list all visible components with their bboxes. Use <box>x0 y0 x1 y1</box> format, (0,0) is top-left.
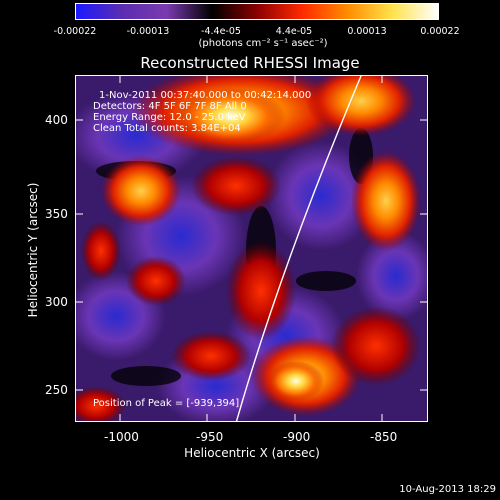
clean-counts-label: Clean Total counts: 3.84E+04 <box>93 123 241 134</box>
timestamp: 10-Aug-2013 18:29 <box>399 484 496 495</box>
colorbar-tick: -4.4e-05 <box>201 26 241 37</box>
colorbar-tick: 0.00022 <box>420 26 460 37</box>
colorbar-tick: -0.00022 <box>53 26 97 37</box>
colorbar-tick: 0.00013 <box>347 26 387 37</box>
x-tick-label: -1000 <box>104 430 139 444</box>
energy-range-label: Energy Range: 12.0 - 25.0 keV <box>93 112 246 123</box>
y-tick-label: 400 <box>45 113 68 127</box>
time-range-label: 1-Nov-2011 00:37:40.000 to 00:42:14.000 <box>99 90 312 101</box>
x-tick-label: -950 <box>196 430 224 444</box>
solar-limb-line <box>235 76 362 421</box>
y-tick-label: 350 <box>45 207 68 221</box>
rhessi-image <box>76 76 427 421</box>
detectors-label: Detectors: 4F 5F 6F 7F 8F All 0 <box>93 101 247 112</box>
x-axis-label: Heliocentric X (arcsec) <box>184 446 320 460</box>
x-tick-label: -850 <box>370 430 398 444</box>
colorbar-units: (photons cm⁻² s⁻¹ asec⁻²) <box>198 38 328 49</box>
image-title: Reconstructed RHESSI Image <box>140 54 360 72</box>
colorbar-tick: -0.00013 <box>126 26 170 37</box>
colorbar <box>75 3 439 20</box>
y-tick-label: 250 <box>45 383 68 397</box>
x-tick-label: -900 <box>283 430 311 444</box>
colorbar-tick: 4.4e-05 <box>275 26 313 37</box>
peak-position-label: Position of Peak = [-939,394] <box>93 398 240 409</box>
y-tick-label: 300 <box>45 295 68 309</box>
y-axis-label: Heliocentric Y (arcsec) <box>26 182 40 318</box>
plot-area <box>75 75 428 422</box>
